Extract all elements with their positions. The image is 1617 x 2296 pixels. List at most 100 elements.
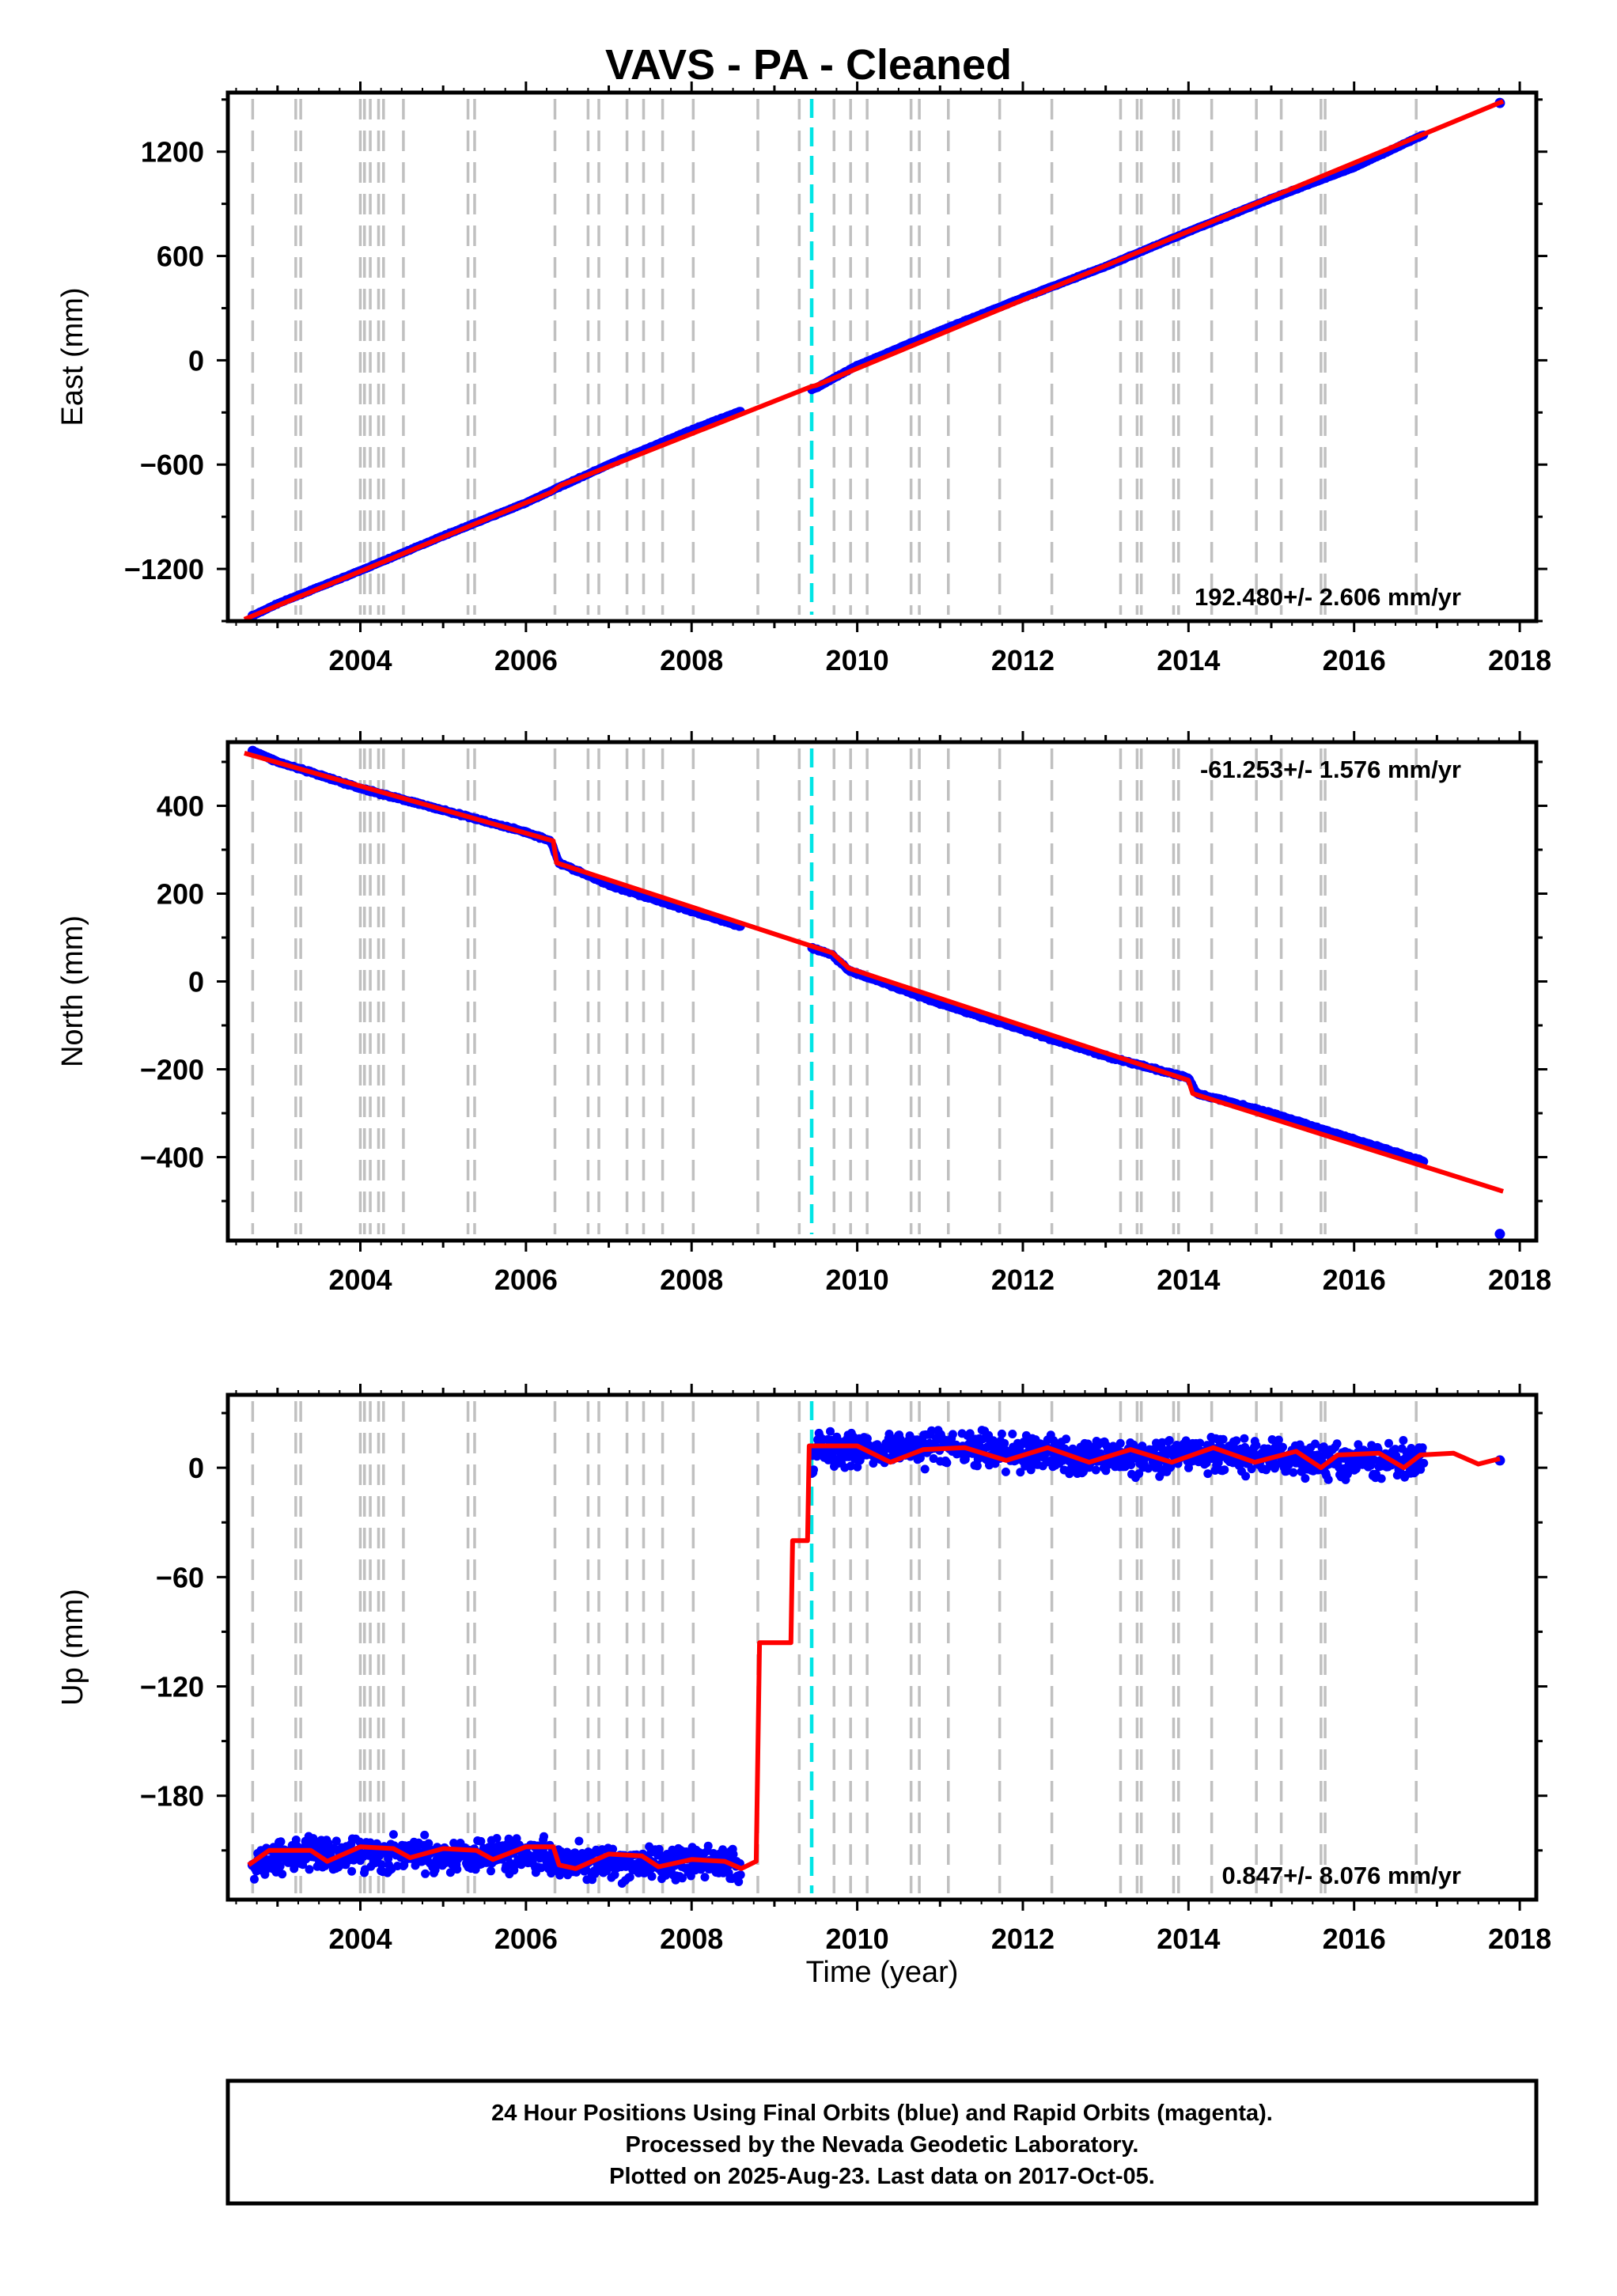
data-point — [275, 1862, 285, 1871]
x-tick-label: 2006 — [494, 1264, 558, 1296]
panel-3: 2004 2006 2008 2010 2012 2014 2016 2018−180−120… — [56, 1384, 1551, 1955]
plot-frame — [225, 740, 1539, 1243]
panel-2: 2004 2006 2008 2010 2012 2014 2016 2018 −400 −200… — [56, 731, 1551, 1296]
x-tick-label: 2012 — [991, 1264, 1055, 1296]
y-tick-label: −400 — [140, 1142, 204, 1174]
panel-1: 2004 2006 2008 2010 2012 2014 2016 2018 −1200 −60… — [56, 81, 1551, 676]
y-tick-label: 200 — [157, 877, 204, 910]
data-point — [1008, 1430, 1017, 1438]
model-line — [243, 99, 1505, 621]
data-point — [430, 1866, 440, 1875]
data-point — [540, 1832, 548, 1841]
data-point — [965, 1429, 975, 1438]
data-point — [453, 1865, 462, 1874]
y-tick-label: −600 — [140, 449, 204, 481]
data-point — [647, 1872, 657, 1881]
data-point — [492, 1834, 502, 1843]
x-tick-label: 2004 — [328, 644, 392, 676]
data-point — [853, 1462, 862, 1472]
x-tick-label: 2012 — [991, 644, 1055, 676]
x-tick-label: 2016 — [1323, 1264, 1386, 1296]
observed-points — [247, 1426, 1505, 1888]
y-tick-label: 400 — [157, 790, 204, 822]
data-point — [509, 1866, 519, 1875]
y-tick-label: −1200 — [124, 553, 204, 585]
data-point — [1065, 1469, 1074, 1479]
data-point — [290, 1864, 299, 1874]
data-point — [424, 1839, 434, 1848]
y-axis-label: East (mm) — [56, 287, 89, 426]
data-point — [729, 1850, 738, 1859]
figure-title: VAVS - PA - Cleaned — [605, 41, 1012, 89]
data-point — [736, 1870, 745, 1880]
plot-frame — [225, 90, 1539, 623]
y-tick-label: −200 — [140, 1054, 204, 1086]
data-point — [942, 1458, 952, 1468]
data-point — [826, 1426, 835, 1436]
data-point — [948, 1430, 957, 1439]
y-tick-label: 0 — [188, 344, 204, 377]
data-point — [884, 1430, 894, 1438]
data-point — [929, 1454, 938, 1463]
data-point — [347, 1866, 357, 1876]
data-point — [1000, 1438, 1009, 1448]
data-point — [846, 1461, 855, 1471]
x-tick-label: 2010 — [826, 644, 889, 676]
x-tick-label: 2016 — [1323, 644, 1386, 676]
panels: 2004 2006 2008 2010 2012 2014 2016 2018 −1200 −60… — [56, 81, 1551, 1955]
y-tick-label: 600 — [157, 241, 204, 273]
data-point — [1016, 1468, 1025, 1477]
data-point — [574, 1836, 584, 1846]
data-point — [734, 1877, 744, 1886]
data-point — [608, 1844, 618, 1854]
data-point — [278, 1870, 287, 1879]
data-point — [1001, 1467, 1010, 1476]
data-point — [678, 1874, 687, 1883]
data-point — [809, 1465, 818, 1475]
x-tick-label: 2018 — [1488, 644, 1551, 676]
data-point — [400, 1860, 409, 1870]
data-point — [700, 1873, 710, 1882]
x-tick-label: 2008 — [660, 644, 723, 676]
x-tick-label: 2010 — [826, 1264, 889, 1296]
velocity-label: 192.480+/- 2.606 mm/yr — [1195, 583, 1461, 611]
data-point — [291, 1836, 301, 1844]
data-point — [421, 1869, 430, 1878]
data-point — [1494, 1229, 1505, 1240]
data-point — [276, 1837, 286, 1847]
x-tick-label: 2018 — [1488, 1264, 1551, 1296]
data-point — [1091, 1465, 1100, 1475]
data-point — [331, 1836, 341, 1846]
data-point — [377, 1860, 386, 1870]
data-point — [920, 1464, 930, 1474]
data-point — [927, 1426, 937, 1435]
data-point — [869, 1459, 878, 1468]
data-point — [420, 1830, 430, 1839]
data-point — [661, 1870, 671, 1880]
x-tick-label: 2008 — [660, 1264, 723, 1296]
data-point — [476, 1836, 486, 1846]
data-point — [625, 1873, 634, 1881]
x-tick-label: 2006 — [494, 644, 558, 676]
x-tick-label: 2014 — [1157, 644, 1220, 676]
x-tick-label: 2014 — [1157, 1264, 1220, 1296]
data-point — [703, 1841, 713, 1851]
y-axis-label: North (mm) — [56, 915, 89, 1067]
data-point — [250, 1874, 259, 1884]
data-point — [1062, 1434, 1071, 1444]
observed-points — [247, 745, 1505, 1240]
data-point — [915, 1453, 925, 1463]
velocity-label: -61.253+/- 1.576 mm/yr — [1200, 756, 1461, 783]
data-point — [610, 1870, 619, 1879]
data-point — [388, 1830, 398, 1839]
data-point — [997, 1429, 1006, 1438]
data-point — [487, 1866, 495, 1876]
data-point — [555, 1870, 565, 1880]
model-line — [244, 751, 1505, 1194]
y-tick-label: 0 — [188, 966, 204, 998]
x-tick-label: 2004 — [328, 1264, 392, 1296]
data-point — [1115, 1438, 1125, 1448]
y-tick-label: 1200 — [141, 136, 204, 169]
data-point — [305, 1865, 314, 1874]
